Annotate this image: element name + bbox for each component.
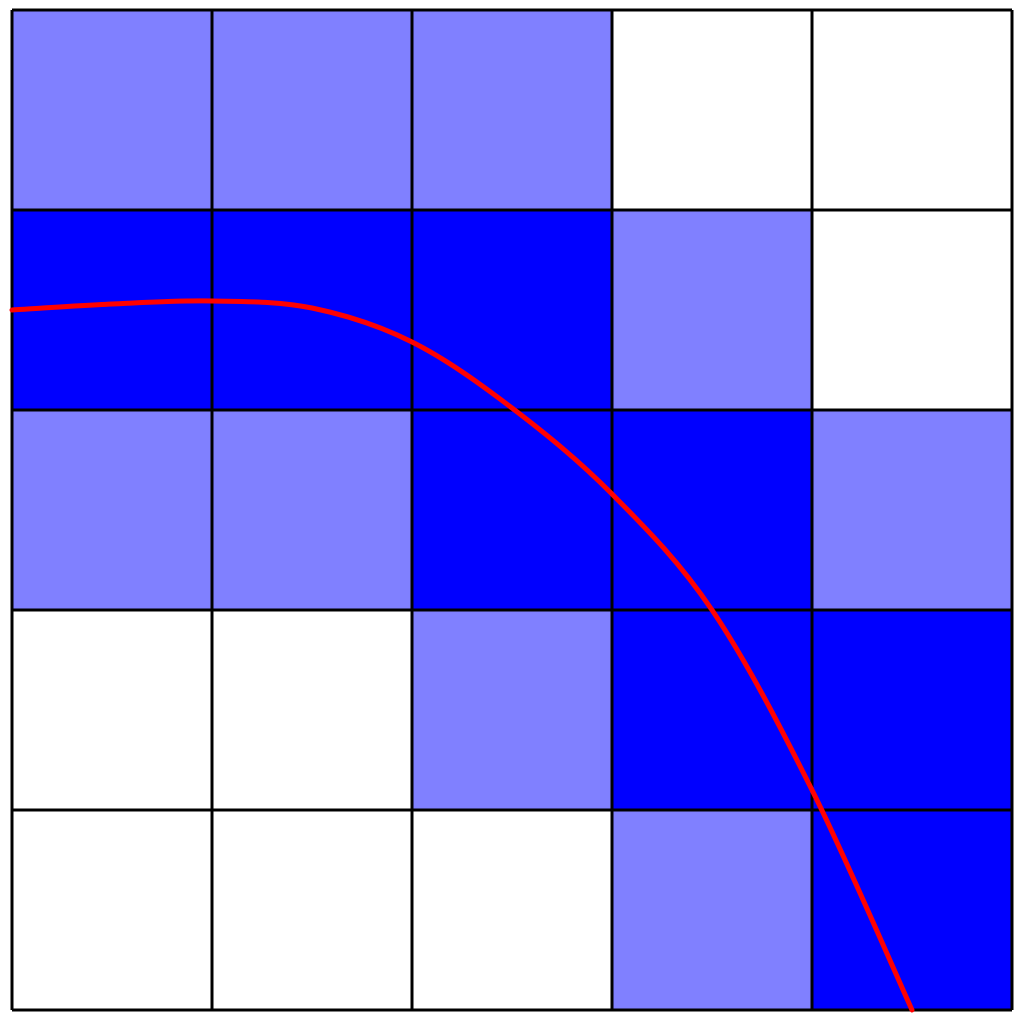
grid-cell-r0-c0-light — [12, 10, 212, 210]
grid-cell-r0-c2-light — [412, 10, 612, 210]
grid-cell-r2-c1-light — [212, 410, 412, 610]
grid-cell-r4-c0-empty — [12, 810, 212, 1010]
grid-cell-r3-c3-dark — [612, 610, 812, 810]
grid-cell-r4-c2-empty — [412, 810, 612, 1010]
grid-cell-r3-c2-light — [412, 610, 612, 810]
grid-cell-r2-c3-dark — [612, 410, 812, 610]
grid-cell-r3-c0-empty — [12, 610, 212, 810]
grid-cell-r2-c4-light — [812, 410, 1012, 610]
grid-cell-r1-c2-dark — [412, 210, 612, 410]
grid-cells — [12, 10, 1012, 1010]
grid-cell-r4-c4-dark — [812, 810, 1012, 1010]
grid-cell-r0-c4-empty — [812, 10, 1012, 210]
grid-cell-r3-c4-dark — [812, 610, 1012, 810]
grid-cell-r1-c4-empty — [812, 210, 1012, 410]
grid-cell-r0-c3-empty — [612, 10, 812, 210]
grid-cell-r0-c1-light — [212, 10, 412, 210]
grid-cell-r1-c3-light — [612, 210, 812, 410]
grid-cell-r3-c1-empty — [212, 610, 412, 810]
grid-lines — [10, 8, 1014, 1012]
grid-cell-r2-c2-dark — [412, 410, 612, 610]
red-curve — [9, 298, 915, 1013]
grid-cell-r4-c1-empty — [212, 810, 412, 1010]
grid-cell-r2-c0-light — [12, 410, 212, 610]
grid-cell-r4-c3-light — [612, 810, 812, 1010]
